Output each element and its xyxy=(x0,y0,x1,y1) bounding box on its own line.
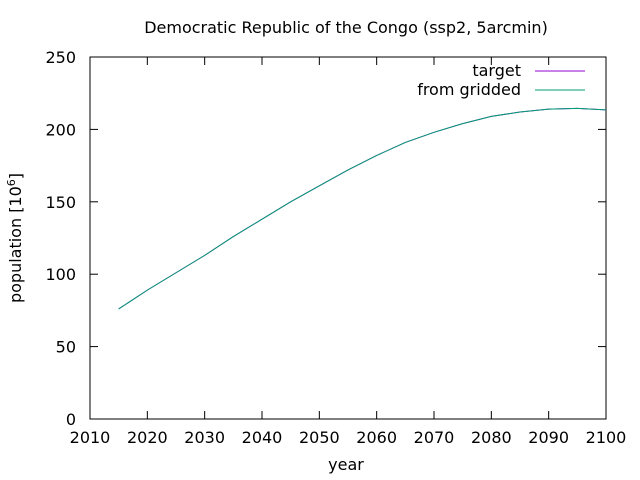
y-tick-label: 250 xyxy=(45,48,76,67)
x-tick-label: 2080 xyxy=(471,428,512,447)
y-tick-label: 50 xyxy=(56,338,76,357)
y-axis: 0 50 100 150 200 250 xyxy=(45,48,606,429)
plot-border xyxy=(89,56,607,420)
x-tick-label: 2060 xyxy=(356,428,397,447)
y-tick-label: 200 xyxy=(45,120,76,139)
y-tick-label: 150 xyxy=(45,193,76,212)
legend-label: target xyxy=(472,61,521,80)
plot-frame xyxy=(89,56,607,420)
x-tick-label: 2010 xyxy=(70,428,111,447)
y-tick-label: 100 xyxy=(45,265,76,284)
x-tick-label: 2040 xyxy=(242,428,283,447)
x-tick-label: 2070 xyxy=(414,428,455,447)
y-axis-label-base: population [10 xyxy=(6,186,25,303)
x-tick-label: 2100 xyxy=(586,428,627,447)
series-line-target xyxy=(118,107,607,310)
y-axis-label-exponent: 6 xyxy=(5,179,18,186)
x-tick-label: 2020 xyxy=(127,428,168,447)
y-tick-label: 0 xyxy=(66,410,76,429)
series-line-from-gridded xyxy=(118,107,607,310)
y-axis-label: population [106] xyxy=(5,173,26,303)
x-axis-label: year xyxy=(328,455,364,474)
chart-title: Democratic Republic of the Congo (ssp2, … xyxy=(144,18,548,37)
x-axis: 2010 2020 2030 2040 2050 2060 2070 2080 2090 2100 xyxy=(70,57,627,447)
x-tick-label: 2090 xyxy=(528,428,569,447)
y-axis-label-close: ] xyxy=(6,173,25,179)
x-tick-label: 2050 xyxy=(299,428,340,447)
series-layer xyxy=(118,107,607,310)
legend-label: from gridded xyxy=(417,80,521,99)
x-tick-label: 2030 xyxy=(184,428,225,447)
